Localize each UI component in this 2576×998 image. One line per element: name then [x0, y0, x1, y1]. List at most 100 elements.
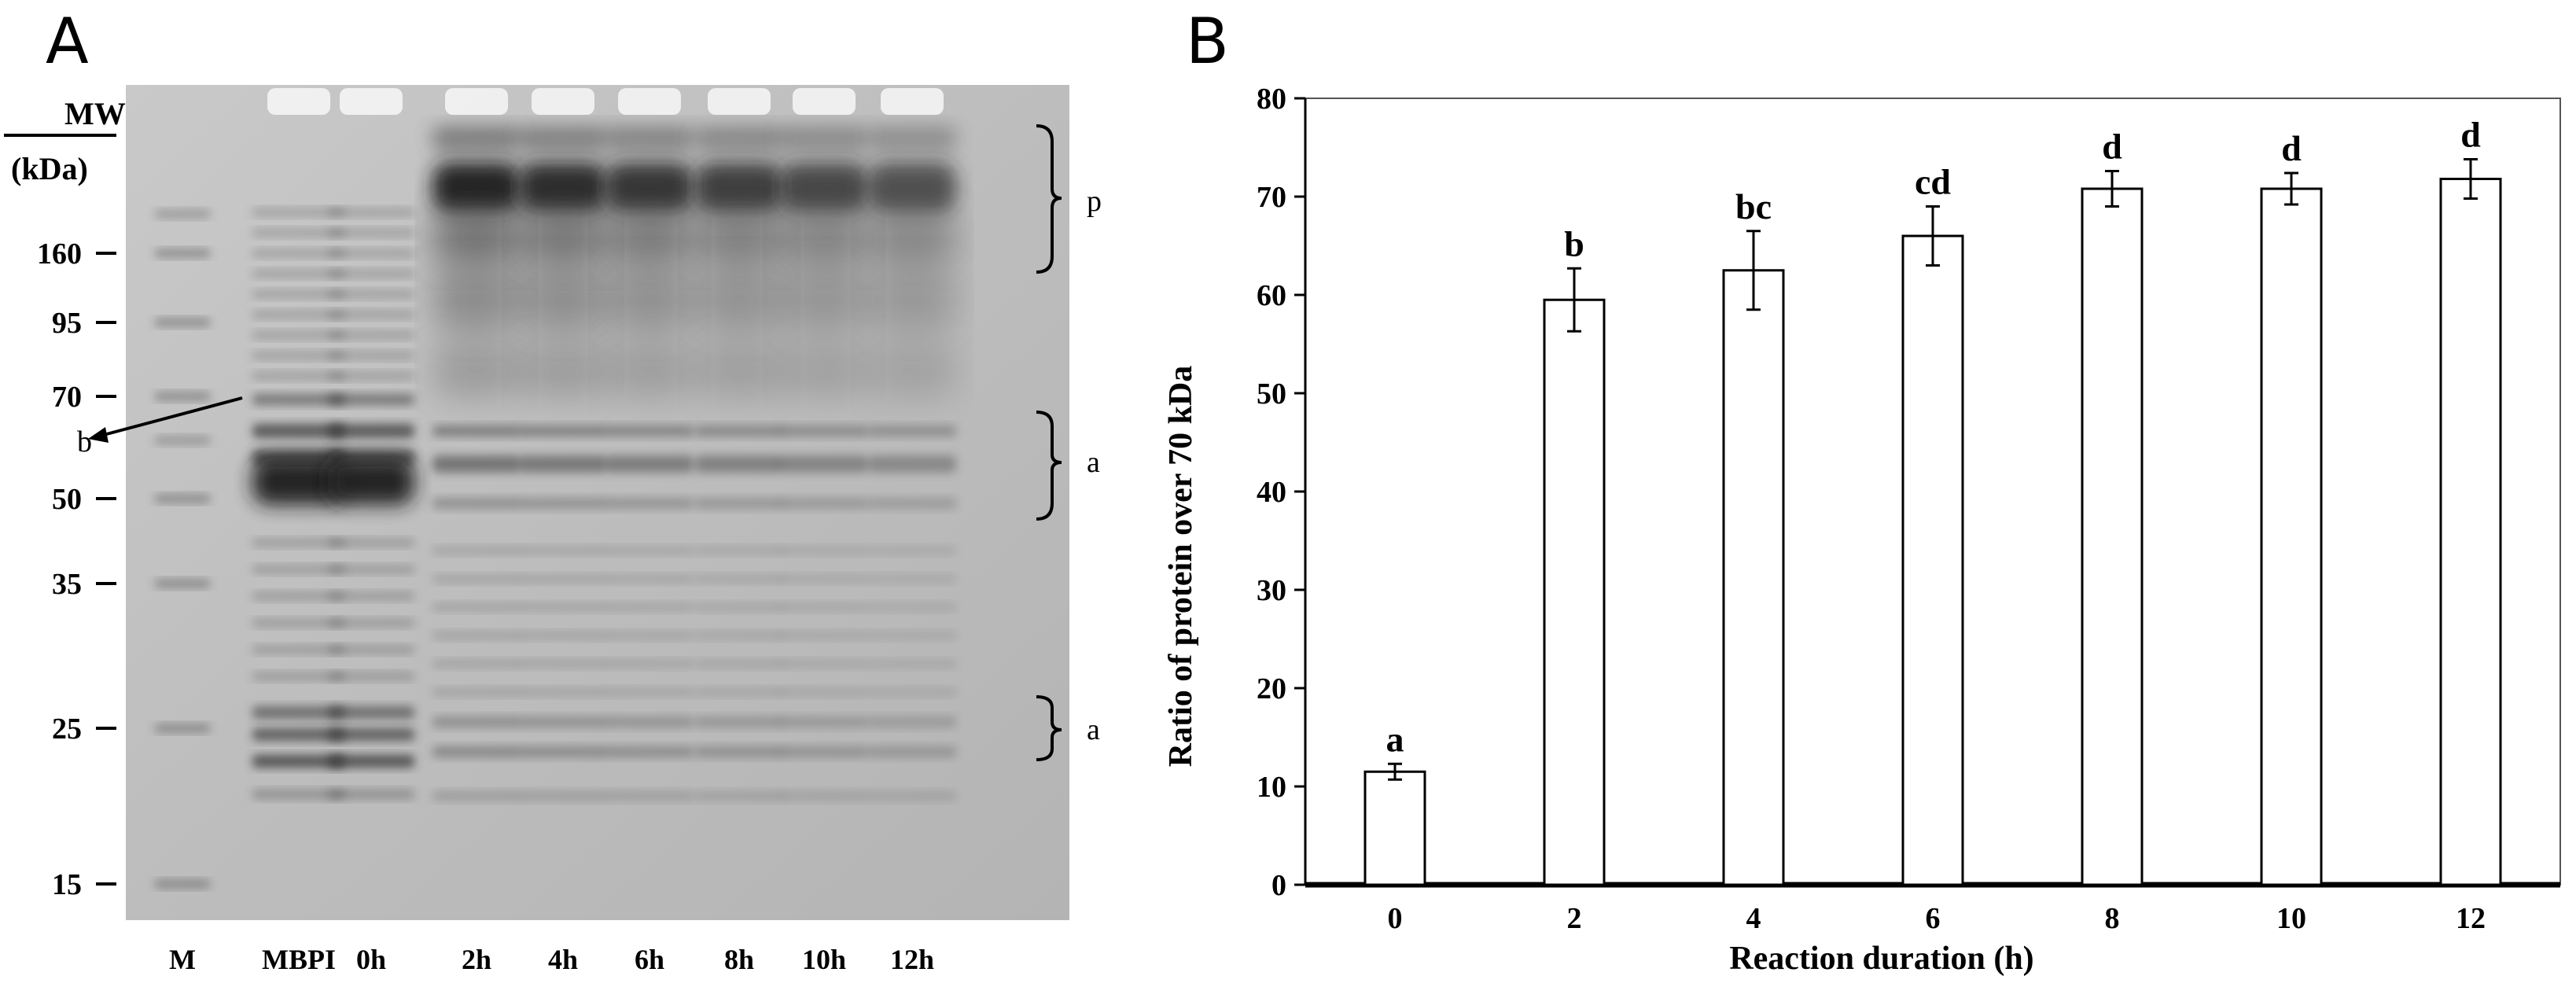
x-axis-ticks: 0 2 4 6 8 10 12	[1388, 902, 2486, 935]
gel-band	[605, 632, 694, 639]
gel-band	[868, 791, 956, 801]
gel-band	[605, 425, 694, 436]
gel-band	[695, 547, 783, 554]
gel-band	[432, 162, 521, 212]
gel-band	[432, 127, 521, 150]
gel-band	[252, 290, 345, 298]
gel-band	[780, 660, 868, 668]
gel-band	[868, 632, 956, 639]
gel-band	[519, 688, 607, 696]
gel-band	[605, 267, 694, 330]
gel-band	[328, 672, 414, 680]
gel-band	[328, 372, 414, 380]
gel-band	[328, 706, 414, 719]
gel-band	[252, 331, 345, 339]
gel-band	[868, 267, 956, 330]
lane-label-4h: 4h	[548, 944, 578, 975]
gel-band	[605, 547, 694, 554]
gel-band	[780, 162, 868, 212]
gel-band	[252, 458, 345, 505]
lane-label-2h: 2h	[462, 944, 491, 975]
gel-well	[445, 88, 508, 115]
gel-band	[605, 162, 694, 212]
gel-band	[695, 660, 783, 668]
panel-a-letter: A	[46, 5, 89, 78]
gel-well	[532, 88, 594, 115]
bracket-p	[1036, 124, 1062, 274]
gel-band	[868, 716, 956, 727]
mw-markers: 160 95 70 50 35 25 15	[37, 238, 116, 901]
gel-band	[432, 267, 521, 330]
gel-band	[695, 342, 783, 397]
gel-band	[780, 498, 868, 509]
gel-band	[155, 580, 210, 587]
bar-6	[1901, 234, 1964, 886]
gel-band	[328, 592, 414, 600]
x-tick-label-0: 0	[1388, 902, 1403, 935]
gel-band	[780, 716, 868, 727]
gel-band	[328, 290, 414, 298]
bracket-a-lower	[1036, 695, 1062, 761]
gel-band	[432, 716, 521, 727]
gel-band	[605, 603, 694, 611]
y-tick-label-20: 20	[1257, 672, 1286, 705]
gel-band	[155, 495, 210, 503]
lane-label-8h: 8h	[724, 944, 754, 975]
gel-band	[328, 539, 414, 547]
arrow-b-head	[88, 427, 109, 443]
x-axis-title: Reaction duration (h)	[1729, 941, 2033, 977]
lane-label-6h: 6h	[635, 944, 664, 975]
x-tick-label-12: 12	[2456, 902, 2486, 935]
gel-band	[519, 267, 607, 330]
gel-band	[252, 394, 345, 405]
gel-well	[267, 88, 330, 115]
y-tick-label-10: 10	[1257, 771, 1286, 804]
gel-band	[868, 603, 956, 611]
gel-band	[252, 728, 345, 741]
gel-band	[780, 547, 868, 554]
gel-band	[605, 342, 694, 397]
bracket-a-lower-label: a	[1087, 713, 1100, 746]
gel-band	[328, 755, 414, 768]
gel-band	[328, 565, 414, 573]
mw-label-line1: MW	[64, 96, 126, 131]
gel-band	[432, 791, 521, 801]
gel-band	[155, 724, 210, 732]
bar-4	[1722, 269, 1785, 886]
gel-band	[432, 632, 521, 639]
bar-8	[2081, 187, 2144, 886]
gel-band	[605, 716, 694, 727]
gel-band	[519, 660, 607, 668]
gel-band	[695, 632, 783, 639]
gel-band	[252, 311, 345, 319]
gel-band	[252, 229, 345, 237]
gel-band	[695, 208, 783, 263]
gel-band	[605, 208, 694, 263]
y-tick-label-40: 40	[1257, 476, 1286, 509]
gel-band	[328, 311, 414, 319]
gel-band	[605, 455, 694, 473]
gel-band	[519, 208, 607, 263]
gel-band	[155, 210, 210, 218]
bars: a b bc cd d d d	[1363, 115, 2502, 886]
gel-band	[328, 790, 414, 799]
y-tick-label-70: 70	[1257, 181, 1286, 214]
gel-band	[328, 229, 414, 237]
gel-band	[328, 208, 414, 216]
gel-band	[252, 706, 345, 719]
gel-band	[868, 425, 956, 436]
gel-band	[605, 127, 694, 150]
gel-band	[432, 208, 521, 263]
gel-band	[695, 603, 783, 611]
gel-band	[780, 342, 868, 397]
gel-band	[252, 592, 345, 600]
gel-band	[252, 565, 345, 573]
gel-band	[328, 619, 414, 627]
gel-band	[252, 424, 345, 438]
gel-band	[155, 249, 210, 257]
gel-band	[695, 425, 783, 436]
gel-band	[432, 746, 521, 757]
y-tick-label-60: 60	[1257, 279, 1286, 312]
gel-band	[252, 372, 345, 380]
